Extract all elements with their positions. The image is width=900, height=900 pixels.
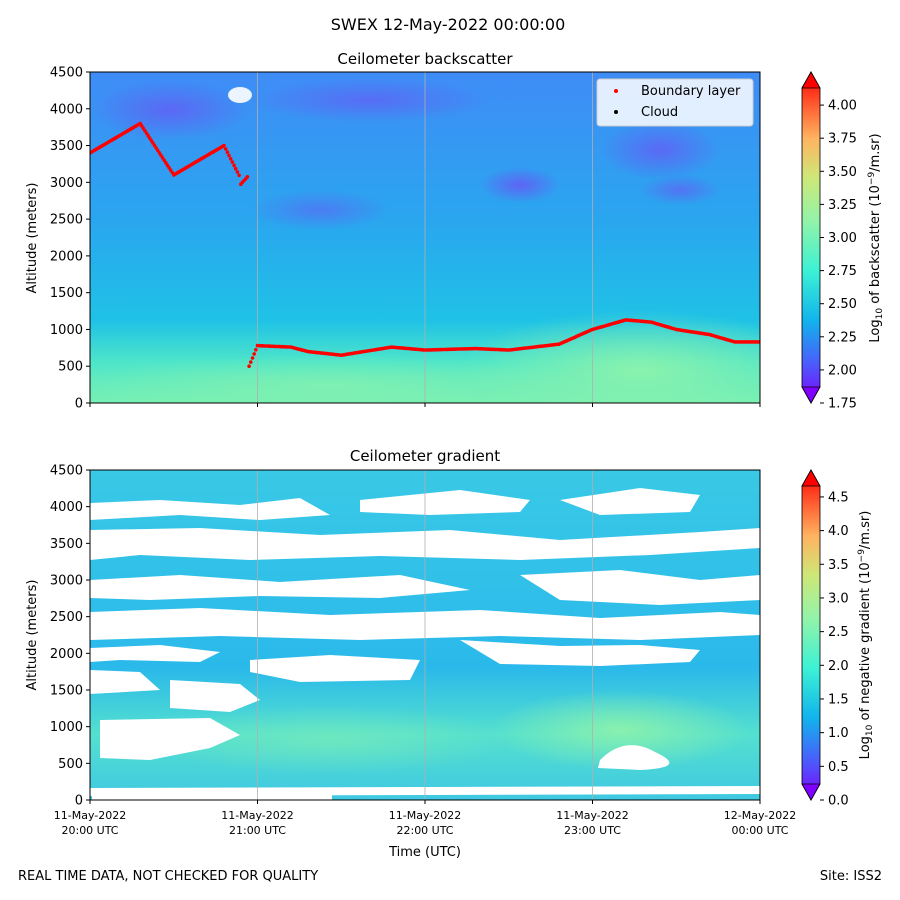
x-tick-time: 20:00 UTC [61,824,118,837]
boundary-layer-point [225,150,230,154]
y-tick-label: 3500 [50,537,83,552]
x-tick-time: 21:00 UTC [229,824,286,837]
y-tick-label: 4500 [50,464,83,479]
colorbar-tick-label: 4.0 [828,524,849,539]
x-tick-date: 11-May-2022 [389,809,461,822]
legend-boundary-layer-label: Boundary layer [641,84,741,99]
y-tick-label: 4500 [50,66,83,81]
legend: Boundary layer Cloud [596,78,754,127]
y-tick-label: 1500 [50,684,83,699]
colorbar-tick-label: 3.0 [828,591,849,606]
x-tick-date: 11-May-2022 [556,809,628,822]
boundary-layer-point [245,175,250,179]
backscatter-colorbar-label: Log10 of backscatter (10−9/m.sr) [867,133,885,342]
footer-quality-note: REAL TIME DATA, NOT CHECKED FOR QUALITY [18,869,319,884]
y-tick-label: 500 [58,360,83,375]
colorbar-tick-label: 1.75 [828,397,857,412]
backscatter-colorbar: 1.75 2.00 2.25 2.50 2.75 3.00 3.25 3.50 3.75 4.00… [801,71,885,412]
y-tick-label: 1000 [50,323,83,338]
gradient-x-label: Time (UTC) [388,845,461,860]
colorbar-tick-label: 0.0 [828,794,849,809]
boundary-layer-point [247,364,251,369]
colorbar-tick-label: 2.5 [828,625,849,640]
colorbar-tick-label: 2.0 [828,659,849,674]
boundary-layer-points [90,121,760,369]
legend-box [596,78,754,127]
colorbar-tick-label: 2.25 [828,330,857,345]
y-tick-label: 2500 [50,213,83,228]
boundary-layer-point [254,347,258,352]
gradient-colorbar-label: Log10 of negative gradient (10−9/m.sr) [857,511,875,760]
gradient-colorbar-ticks: 0.0 0.5 1.0 1.5 2.0 2.5 3.0 3.5 4.0 4.5 [820,490,849,809]
figure-title: SWEX 12-May-2022 00:00:00 [331,15,566,34]
y-tick-label: 3000 [50,176,83,191]
y-tick-label: 500 [58,757,83,772]
x-tick-time: 00:00 UTC [731,824,788,837]
colorbar-tick-label: 1.0 [828,726,849,741]
legend-boundary-layer-marker [614,89,618,93]
backscatter-colorbar-ticks: 1.75 2.00 2.25 2.50 2.75 3.00 3.25 3.50 3.75 4.00 [820,99,857,412]
boundary-layer-point [227,153,231,158]
boundary-layer-point [230,160,235,164]
y-tick-label: 4000 [50,102,83,117]
backscatter-title: Ceilometer backscatter [337,50,513,68]
x-tick-time: 23:00 UTC [564,824,621,837]
gradient-colorbar: 0.0 0.5 1.0 1.5 2.0 2.5 3.0 3.5 4.0 4.5 Log10 of … [801,469,875,809]
boundary-layer-point [223,147,228,151]
colorbar-tick-label: 3.25 [828,198,857,213]
footer-site: Site: ISS2 [819,869,882,884]
backscatter-x-ticks [89,403,761,407]
gradient-panel: Ceilometer gradient [25,447,875,860]
boundary-layer-point [252,352,256,356]
x-tick-date: 12-May-2022 [724,809,796,822]
y-tick-label: 2500 [50,610,83,625]
x-tick-time: 22:00 UTC [396,824,453,837]
colorbar-tick-label: 3.50 [828,165,857,180]
gradient-colorbar-bar [801,469,821,801]
gradient-gridlines [257,470,593,800]
y-tick-label: 2000 [50,249,83,264]
boundary-layer-point [233,166,238,171]
y-tick-label: 0 [75,397,83,412]
y-tick-label: 1500 [50,286,83,301]
colorbar-tick-label: 4.00 [828,99,857,114]
backscatter-gridlines [257,72,593,403]
legend-cloud-label: Cloud [641,105,678,120]
boundary-layer-point [222,143,226,148]
y-tick-label: 2000 [50,647,83,662]
y-tick-label: 4000 [50,500,83,515]
y-tick-label: 0 [75,794,83,809]
gradient-title: Ceilometer gradient [350,447,500,465]
y-tick-label: 3500 [50,139,83,154]
colorbar-tick-label: 1.5 [828,692,849,707]
gradient-x-ticks: 11-May-2022 20:00 UTC 11-May-2022 21:00 UTC… [54,800,796,837]
colorbar-tick-label: 2.50 [828,297,857,312]
colorbar-tick-label: 3.5 [828,558,849,573]
y-tick-label: 3000 [50,574,83,589]
x-tick-date: 11-May-2022 [54,809,126,822]
gradient-y-ticks: 0 500 1000 1500 2000 2500 3000 3500 4000 4500 [50,464,90,809]
gradient-y-label: Altitude (meters) [25,580,40,691]
y-tick-label: 1000 [50,720,83,735]
boundary-layer-point [237,173,241,178]
boundary-layer-point [232,163,236,168]
legend-cloud-marker [614,110,618,114]
boundary-layer-point [249,360,253,364]
colorbar-tick-label: 4.5 [828,490,849,505]
colorbar-tick-label: 3.00 [828,231,857,246]
colorbar-tick-label: 2.00 [828,363,857,378]
backscatter-panel: Ceilometer backscatter 0 500 1000 1500 2000 2… [25,50,885,412]
colorbar-tick-label: 0.5 [828,760,849,775]
x-tick-date: 11-May-2022 [221,809,293,822]
boundary-layer-point [235,170,240,174]
backscatter-y-label: Altitude (meters) [25,183,40,294]
boundary-layer-point [228,157,233,161]
backscatter-colorbar-bar [801,71,821,404]
boundary-layer-point [250,356,255,360]
backscatter-y-ticks: 0 500 1000 1500 2000 2500 3000 3500 4000 4500 [50,66,90,412]
colorbar-tick-label: 2.75 [828,264,857,279]
colorbar-tick-label: 3.75 [828,132,857,147]
